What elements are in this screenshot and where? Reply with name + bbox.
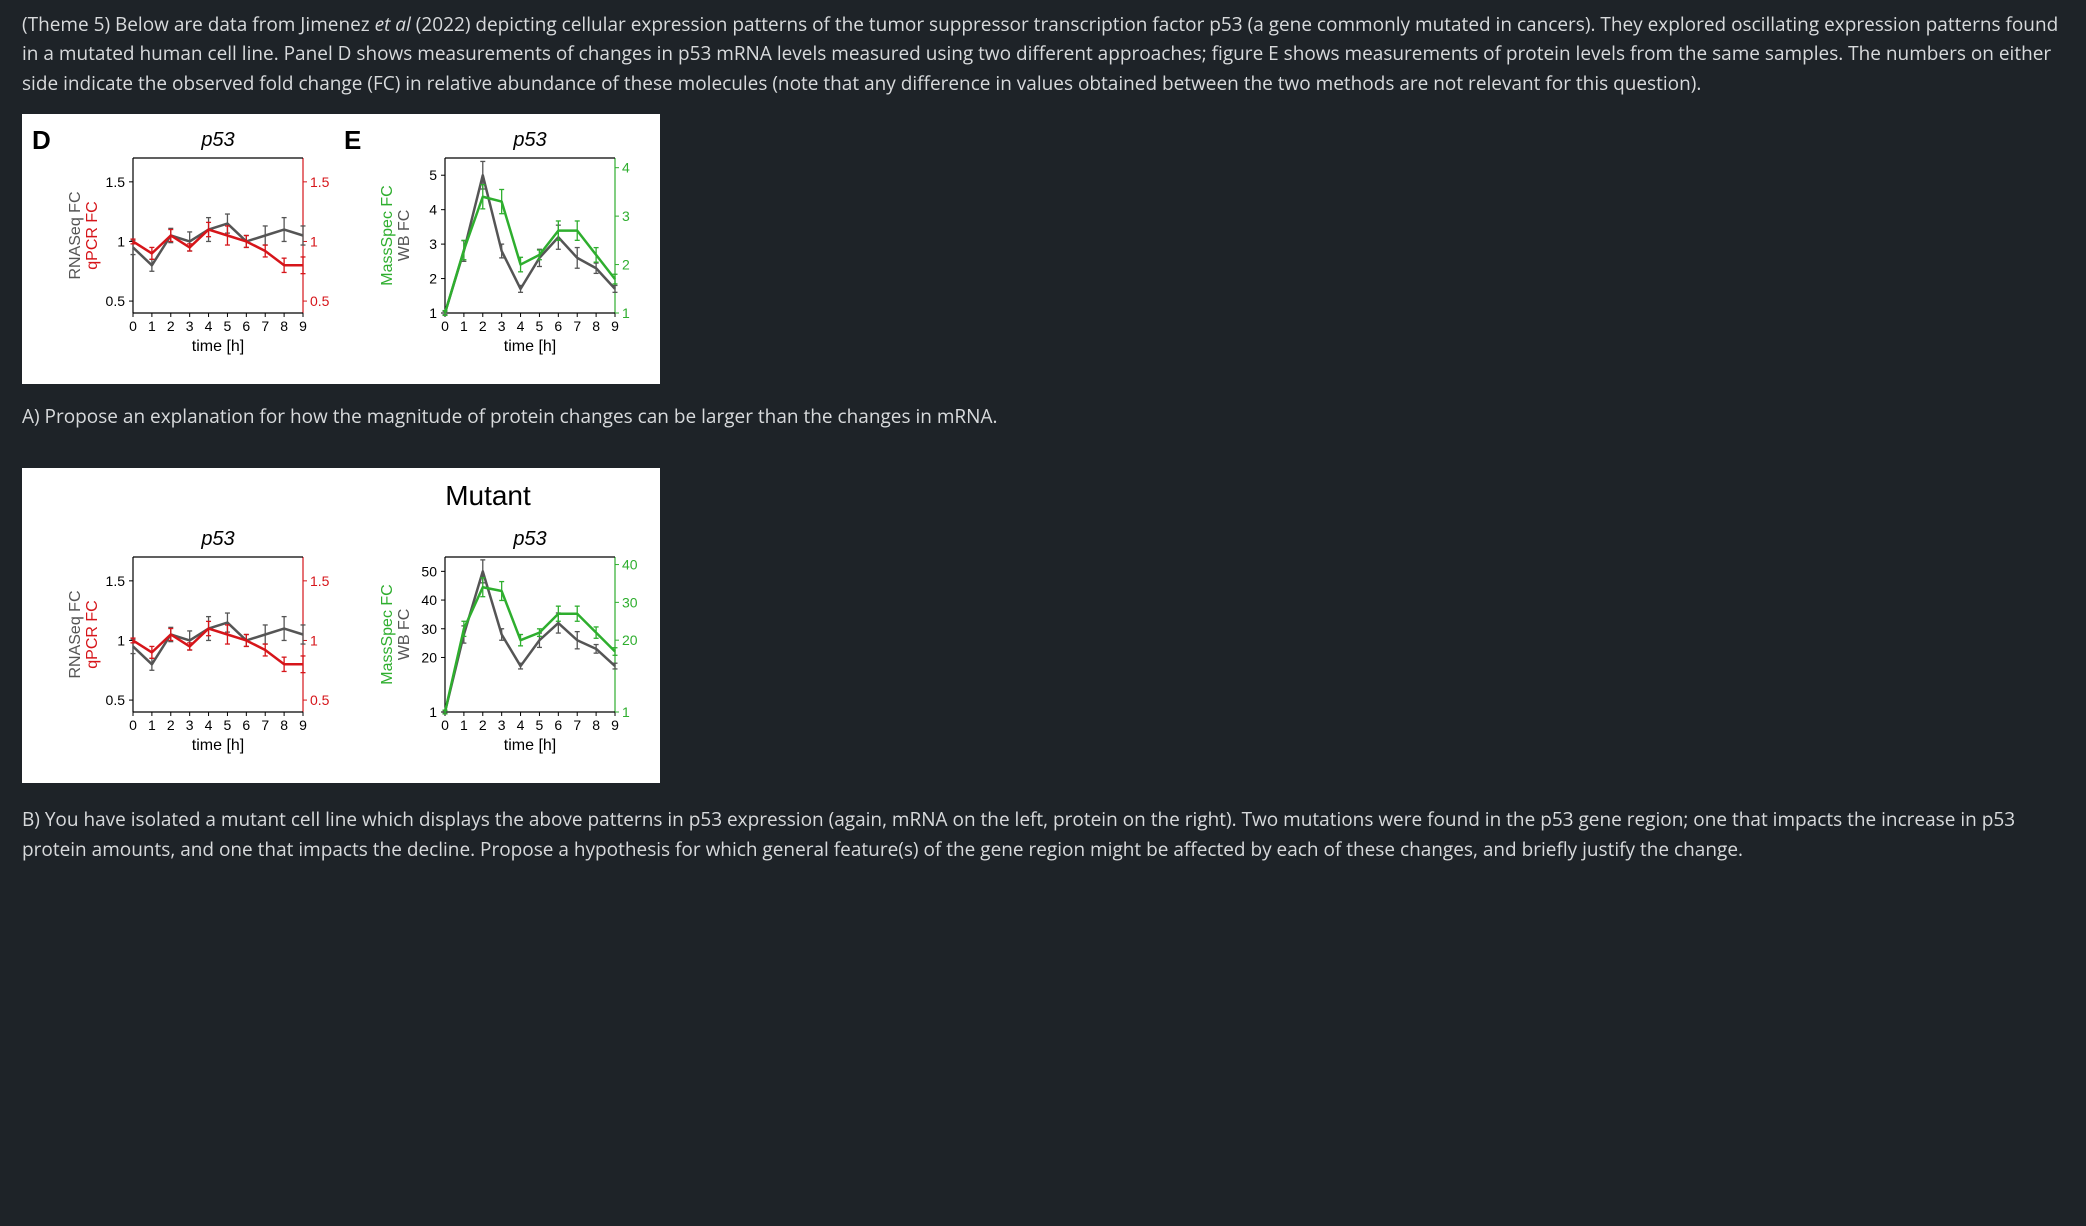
svg-text:p53: p53 — [200, 129, 234, 151]
chart-d: 01234567890.511.50.511.5p53time [h]RNASe… — [58, 118, 338, 378]
svg-text:1: 1 — [460, 717, 468, 733]
svg-text:7: 7 — [573, 717, 581, 733]
svg-text:1: 1 — [622, 704, 630, 720]
svg-text:4: 4 — [429, 202, 437, 218]
svg-text:2: 2 — [429, 271, 437, 287]
chart-d-mutant: 01234567890.511.50.511.5p53time [h]RNASe… — [58, 517, 338, 777]
svg-text:6: 6 — [242, 717, 250, 733]
svg-text:3: 3 — [498, 717, 506, 733]
svg-text:1.5: 1.5 — [106, 573, 126, 589]
svg-text:4: 4 — [517, 318, 525, 334]
svg-text:7: 7 — [261, 717, 269, 733]
svg-text:4: 4 — [622, 160, 630, 176]
svg-text:5: 5 — [224, 318, 232, 334]
svg-text:4: 4 — [205, 318, 213, 334]
svg-text:1: 1 — [148, 318, 156, 334]
svg-text:7: 7 — [261, 318, 269, 334]
svg-text:MassSpec FC: MassSpec FC — [379, 584, 396, 684]
svg-text:WB FC: WB FC — [396, 210, 413, 262]
intro-text: (Theme 5) Below are data from Jimenez et… — [22, 10, 2064, 98]
svg-text:RNASeq FC: RNASeq FC — [67, 591, 84, 679]
svg-text:1: 1 — [622, 305, 630, 321]
svg-text:40: 40 — [622, 557, 638, 573]
svg-text:1: 1 — [429, 704, 437, 720]
svg-text:3: 3 — [186, 318, 194, 334]
svg-text:1.5: 1.5 — [106, 174, 126, 190]
svg-text:1.5: 1.5 — [310, 174, 330, 190]
svg-text:RNASeq FC: RNASeq FC — [67, 192, 84, 280]
svg-text:8: 8 — [280, 717, 288, 733]
panel-label-e: E — [338, 118, 370, 160]
svg-text:20: 20 — [622, 632, 638, 648]
svg-text:1: 1 — [429, 305, 437, 321]
svg-text:WB FC: WB FC — [396, 609, 413, 661]
svg-text:1: 1 — [148, 717, 156, 733]
svg-text:1: 1 — [117, 633, 125, 649]
mutant-title: Mutant — [26, 474, 650, 517]
svg-text:2: 2 — [622, 257, 630, 273]
svg-text:7: 7 — [573, 318, 581, 334]
svg-text:2: 2 — [479, 318, 487, 334]
svg-text:6: 6 — [554, 717, 562, 733]
svg-text:8: 8 — [592, 717, 600, 733]
svg-text:5: 5 — [224, 717, 232, 733]
svg-text:2: 2 — [167, 318, 175, 334]
svg-text:50: 50 — [421, 563, 437, 579]
svg-text:4: 4 — [205, 717, 213, 733]
svg-text:qPCR FC: qPCR FC — [84, 202, 101, 270]
svg-text:0: 0 — [129, 318, 137, 334]
svg-text:8: 8 — [280, 318, 288, 334]
svg-text:5: 5 — [536, 717, 544, 733]
svg-text:5: 5 — [429, 168, 437, 184]
svg-text:p53: p53 — [512, 528, 546, 550]
question-a: A) Propose an explanation for how the ma… — [22, 402, 2064, 431]
svg-text:1.5: 1.5 — [310, 573, 330, 589]
svg-text:0.5: 0.5 — [310, 692, 330, 708]
svg-text:time [h]: time [h] — [504, 737, 556, 754]
svg-text:0: 0 — [129, 717, 137, 733]
svg-text:30: 30 — [421, 621, 437, 637]
svg-text:3: 3 — [498, 318, 506, 334]
svg-text:p53: p53 — [200, 528, 234, 550]
chart-e-mutant: 01234567891203040501203040p53time [h]Mas… — [370, 517, 650, 777]
svg-text:1: 1 — [310, 234, 318, 250]
svg-text:time [h]: time [h] — [504, 338, 556, 355]
svg-text:9: 9 — [611, 717, 619, 733]
question-b: B) You have isolated a mutant cell line … — [22, 805, 2064, 864]
svg-text:0.5: 0.5 — [106, 293, 126, 309]
svg-text:30: 30 — [622, 595, 638, 611]
svg-text:2: 2 — [479, 717, 487, 733]
svg-text:p53: p53 — [512, 129, 546, 151]
svg-text:time [h]: time [h] — [192, 338, 244, 355]
svg-text:3: 3 — [186, 717, 194, 733]
svg-text:1: 1 — [310, 633, 318, 649]
svg-text:4: 4 — [517, 717, 525, 733]
svg-text:40: 40 — [421, 592, 437, 608]
svg-text:6: 6 — [242, 318, 250, 334]
svg-text:5: 5 — [536, 318, 544, 334]
svg-text:1: 1 — [460, 318, 468, 334]
panel-label-d: D — [26, 118, 58, 160]
svg-text:3: 3 — [622, 208, 630, 224]
svg-text:qPCR FC: qPCR FC — [84, 600, 101, 668]
svg-text:2: 2 — [167, 717, 175, 733]
svg-text:20: 20 — [421, 650, 437, 666]
svg-text:time [h]: time [h] — [192, 737, 244, 754]
svg-text:3: 3 — [429, 236, 437, 252]
svg-text:9: 9 — [611, 318, 619, 334]
svg-text:1: 1 — [117, 234, 125, 250]
svg-text:9: 9 — [299, 717, 307, 733]
svg-text:9: 9 — [299, 318, 307, 334]
svg-text:8: 8 — [592, 318, 600, 334]
svg-text:0.5: 0.5 — [106, 692, 126, 708]
figure-mutant: Mutant D 01234567890.511.50.511.5p53time… — [22, 468, 660, 783]
svg-text:6: 6 — [554, 318, 562, 334]
svg-text:0: 0 — [441, 318, 449, 334]
chart-e: 0123456789123451234p53time [h]MassSpec F… — [370, 118, 650, 378]
svg-text:MassSpec FC: MassSpec FC — [379, 186, 396, 286]
svg-text:0: 0 — [441, 717, 449, 733]
figure-top: D 01234567890.511.50.511.5p53time [h]RNA… — [22, 114, 660, 384]
svg-text:0.5: 0.5 — [310, 293, 330, 309]
